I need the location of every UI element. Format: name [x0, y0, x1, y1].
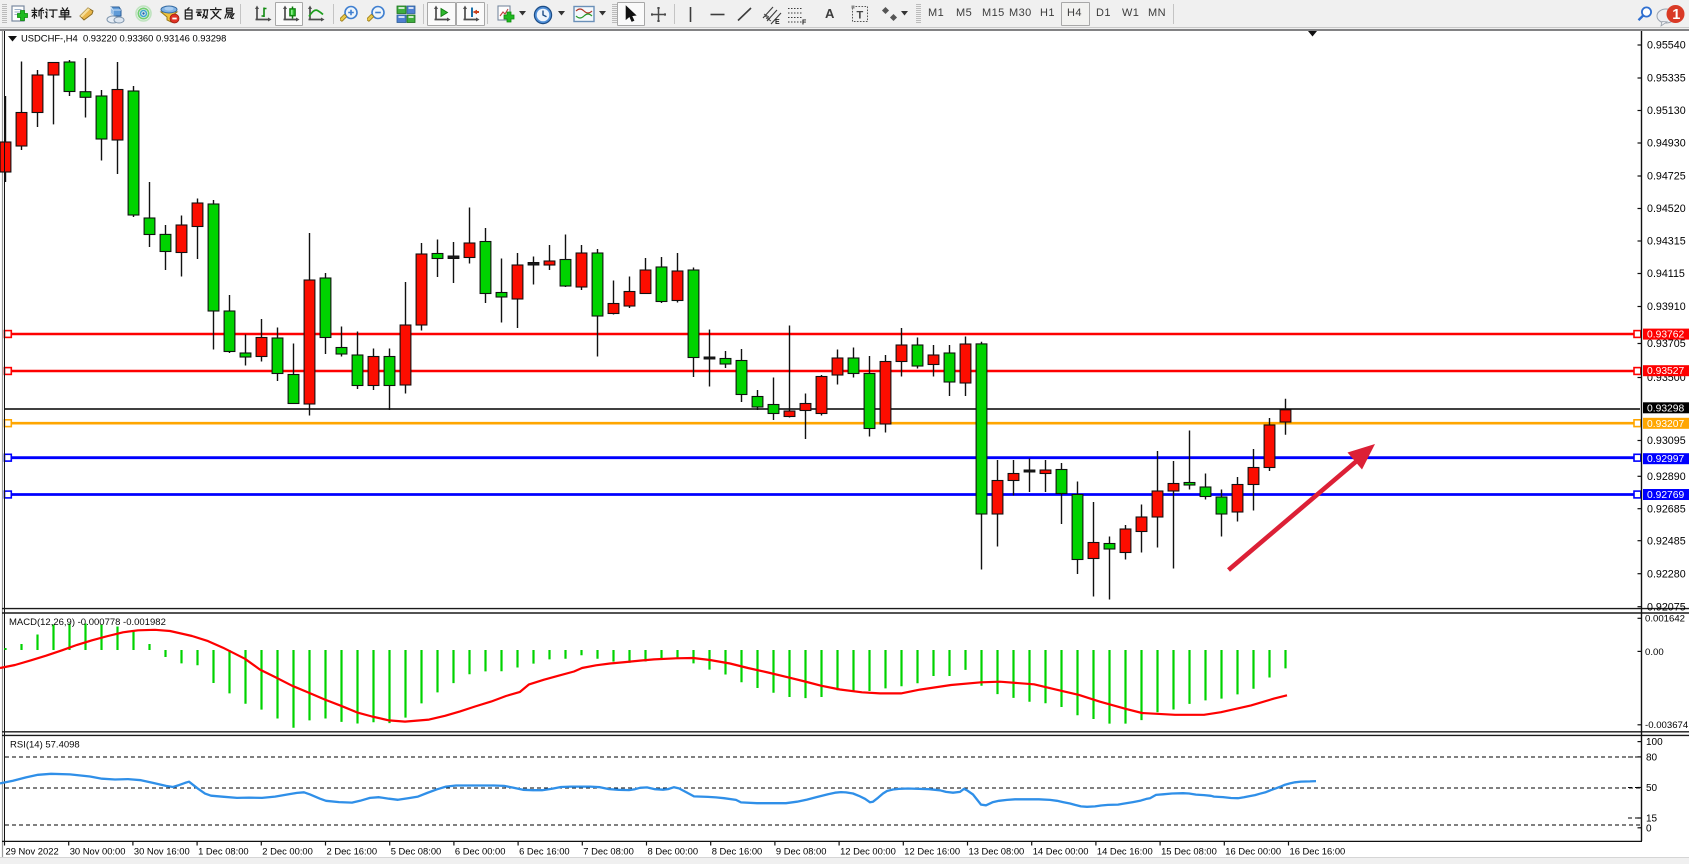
svg-text:30 Nov 00:00: 30 Nov 00:00: [70, 846, 126, 857]
svg-text:0.94520: 0.94520: [1647, 203, 1686, 215]
svg-text:E: E: [775, 19, 780, 25]
svg-text:16 Dec 16:00: 16 Dec 16:00: [1290, 846, 1346, 857]
svg-text:0.92685: 0.92685: [1647, 503, 1686, 515]
svg-text:13 Dec 08:00: 13 Dec 08:00: [969, 846, 1025, 857]
svg-text:0: 0: [1646, 823, 1652, 834]
svg-text:0.93298: 0.93298: [1647, 403, 1684, 414]
svg-text:0.93207: 0.93207: [1647, 419, 1684, 430]
svg-text:0.93910: 0.93910: [1647, 301, 1686, 313]
svg-text:MACD(12,26,9) -0.000778 -0.001: MACD(12,26,9) -0.000778 -0.001982: [9, 617, 166, 628]
svg-text:0.92075: 0.92075: [1647, 601, 1686, 613]
svg-text:0.94725: 0.94725: [1647, 171, 1686, 183]
svg-text:0.92280: 0.92280: [1647, 568, 1686, 580]
svg-text:12 Dec 00:00: 12 Dec 00:00: [840, 846, 896, 857]
svg-text:0.93527: 0.93527: [1647, 366, 1684, 377]
svg-text:0.00: 0.00: [1645, 647, 1664, 658]
svg-text:14 Dec 00:00: 14 Dec 00:00: [1033, 846, 1089, 857]
svg-text:0.95335: 0.95335: [1647, 73, 1686, 85]
svg-text:0.95130: 0.95130: [1647, 105, 1686, 117]
svg-text:0.95540: 0.95540: [1647, 40, 1686, 52]
svg-text:15 Dec 08:00: 15 Dec 08:00: [1161, 846, 1217, 857]
svg-text:8 Dec 16:00: 8 Dec 16:00: [712, 846, 763, 857]
svg-text:8 Dec 00:00: 8 Dec 00:00: [648, 846, 699, 857]
svg-text:1: 1: [1672, 7, 1680, 23]
svg-text:0.92997: 0.92997: [1647, 454, 1684, 465]
svg-text:0.001642: 0.001642: [1645, 614, 1685, 625]
svg-text:29 Nov 2022: 29 Nov 2022: [6, 846, 59, 857]
svg-text:0.93762: 0.93762: [1647, 330, 1684, 341]
svg-text:T: T: [857, 10, 864, 22]
svg-text:7 Dec 08:00: 7 Dec 08:00: [583, 846, 634, 857]
svg-text:15: 15: [1646, 814, 1658, 825]
svg-text:12 Dec 16:00: 12 Dec 16:00: [904, 846, 960, 857]
svg-text:-0.003674: -0.003674: [1645, 720, 1689, 731]
svg-text:14 Dec 16:00: 14 Dec 16:00: [1097, 846, 1153, 857]
svg-text:6 Dec 00:00: 6 Dec 00:00: [455, 846, 506, 857]
svg-text:RSI(14) 57.4098: RSI(14) 57.4098: [10, 740, 80, 751]
svg-text:0.92485: 0.92485: [1647, 535, 1686, 547]
svg-text:0.92890: 0.92890: [1647, 471, 1686, 483]
svg-text:F: F: [802, 20, 807, 26]
svg-text:30 Nov 16:00: 30 Nov 16:00: [134, 846, 190, 857]
svg-text:100: 100: [1646, 737, 1663, 748]
svg-text:2 Dec 16:00: 2 Dec 16:00: [327, 846, 378, 857]
svg-text:USDCHF-,H4 0.93220 0.93360 0.: USDCHF-,H4 0.93220 0.93360 0.93146 0.932…: [21, 33, 226, 44]
svg-text:80: 80: [1646, 752, 1658, 763]
svg-text:0.93705: 0.93705: [1647, 338, 1686, 350]
svg-text:0.94930: 0.94930: [1647, 138, 1686, 150]
svg-text:2 Dec 00:00: 2 Dec 00:00: [262, 846, 313, 857]
svg-text:50: 50: [1646, 783, 1658, 794]
svg-text:0.93095: 0.93095: [1647, 435, 1686, 447]
svg-text:1 Dec 08:00: 1 Dec 08:00: [198, 846, 249, 857]
svg-text:0.94315: 0.94315: [1647, 236, 1686, 248]
svg-text:9 Dec 08:00: 9 Dec 08:00: [776, 846, 827, 857]
svg-text:6 Dec 16:00: 6 Dec 16:00: [519, 846, 570, 857]
svg-text:5 Dec 08:00: 5 Dec 08:00: [391, 846, 442, 857]
svg-text:0.94115: 0.94115: [1647, 268, 1685, 280]
svg-text:16 Dec 00:00: 16 Dec 00:00: [1225, 846, 1281, 857]
svg-text:0.92769: 0.92769: [1647, 490, 1684, 501]
